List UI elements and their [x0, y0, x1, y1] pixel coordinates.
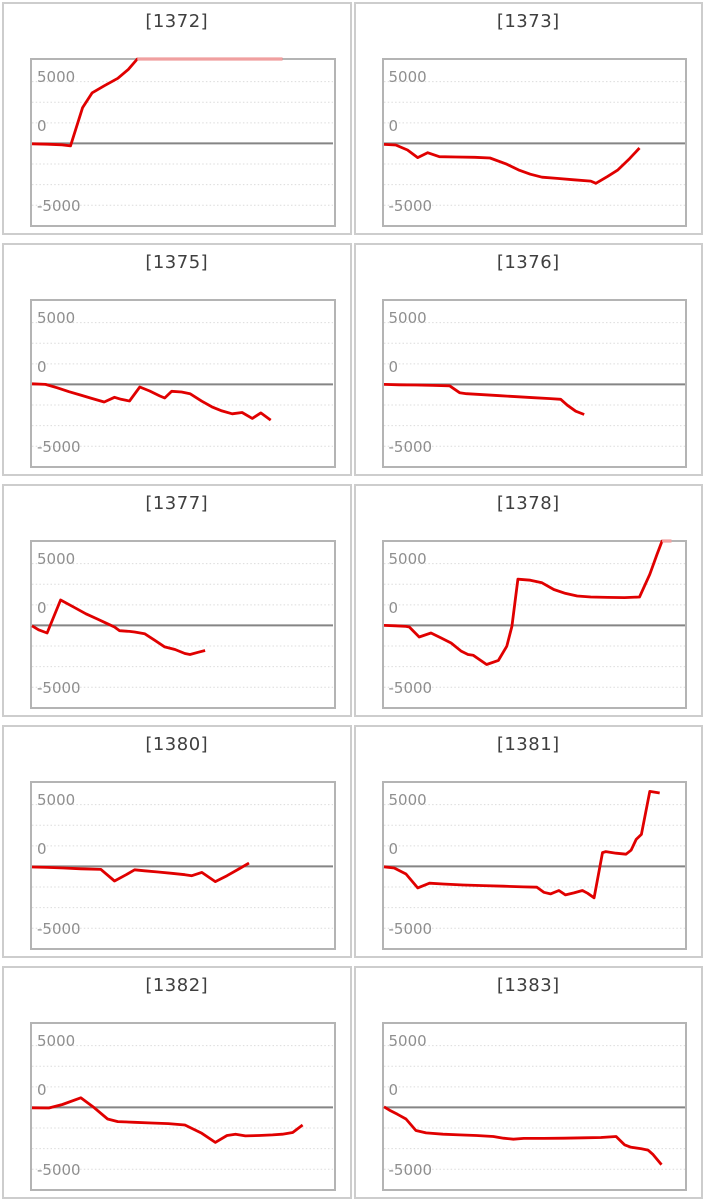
chart-cell: [1376] 5000 0 -5000: [353, 243, 703, 476]
chart-title: [1378]: [496, 493, 560, 514]
series-line: [383, 143, 641, 185]
chart-plot-area: 5000 0 -5000: [381, 539, 687, 709]
line-chart-svg: [382, 1045, 685, 1170]
chart-cell: [1378] 5000 0 -5000: [353, 484, 703, 717]
chart-plot-area: 5000 0 -5000: [381, 58, 687, 227]
chart-cell: [1381] 5000 0 -5000: [353, 725, 703, 958]
chart-plot-area: 5000 0 -5000: [381, 299, 687, 468]
series-line: [382, 1105, 663, 1166]
chart-plot-area: 5000 0 -5000: [30, 299, 336, 468]
series-line: [31, 1096, 304, 1144]
chart-plot-area: 5000 0 -5000: [30, 1022, 336, 1191]
line-chart-svg: [383, 322, 685, 447]
line-chart-svg: [31, 563, 333, 688]
line-chart-svg: [383, 790, 685, 929]
chart-plot-area: 5000 0 -5000: [30, 781, 336, 950]
chart-title: [1382]: [145, 975, 209, 996]
line-chart-svg: [31, 804, 333, 929]
chart-title: [1372]: [145, 11, 209, 32]
series-line: [383, 790, 660, 900]
chart-cell: [1382] 5000 0 -5000: [2, 966, 352, 1199]
chart-cell: [1372] 5000 0 -5000: [2, 2, 352, 235]
chart-title: [1380]: [145, 734, 209, 755]
line-chart-svg: [31, 57, 333, 206]
chart-cell: [1383] 5000 0 -5000: [353, 966, 703, 1199]
chart-plot-area: 5000 0 -5000: [381, 781, 687, 950]
series-line: [383, 539, 671, 666]
chart-title: [1373]: [496, 11, 560, 32]
chart-cell: [1377] 5000 0 -5000: [2, 484, 352, 717]
chart-cell: [1375] 5000 0 -5000: [2, 243, 352, 476]
chart-cell: [1373] 5000 0 -5000: [353, 2, 703, 235]
chart-title: [1375]: [145, 252, 209, 273]
chart-plot-area: 5000 0 -5000: [30, 57, 336, 227]
chart-plot-area: 5000 0 -5000: [381, 1022, 687, 1191]
chart-title: [1383]: [496, 975, 560, 996]
line-chart-svg: [383, 81, 685, 206]
chart-title: [1381]: [496, 734, 560, 755]
line-chart-svg: [383, 539, 685, 688]
chart-cell: [1380] 5000 0 -5000: [2, 725, 352, 958]
line-chart-svg: [31, 1045, 333, 1170]
series-line: [31, 382, 272, 422]
line-chart-svg: [31, 322, 333, 447]
series-line: [383, 383, 585, 416]
chart-title: [1377]: [145, 493, 209, 514]
chart-plot-area: 5000 0 -5000: [30, 540, 336, 709]
series-line: [31, 598, 206, 656]
chart-title: [1376]: [496, 252, 560, 273]
series-line: [31, 861, 250, 883]
